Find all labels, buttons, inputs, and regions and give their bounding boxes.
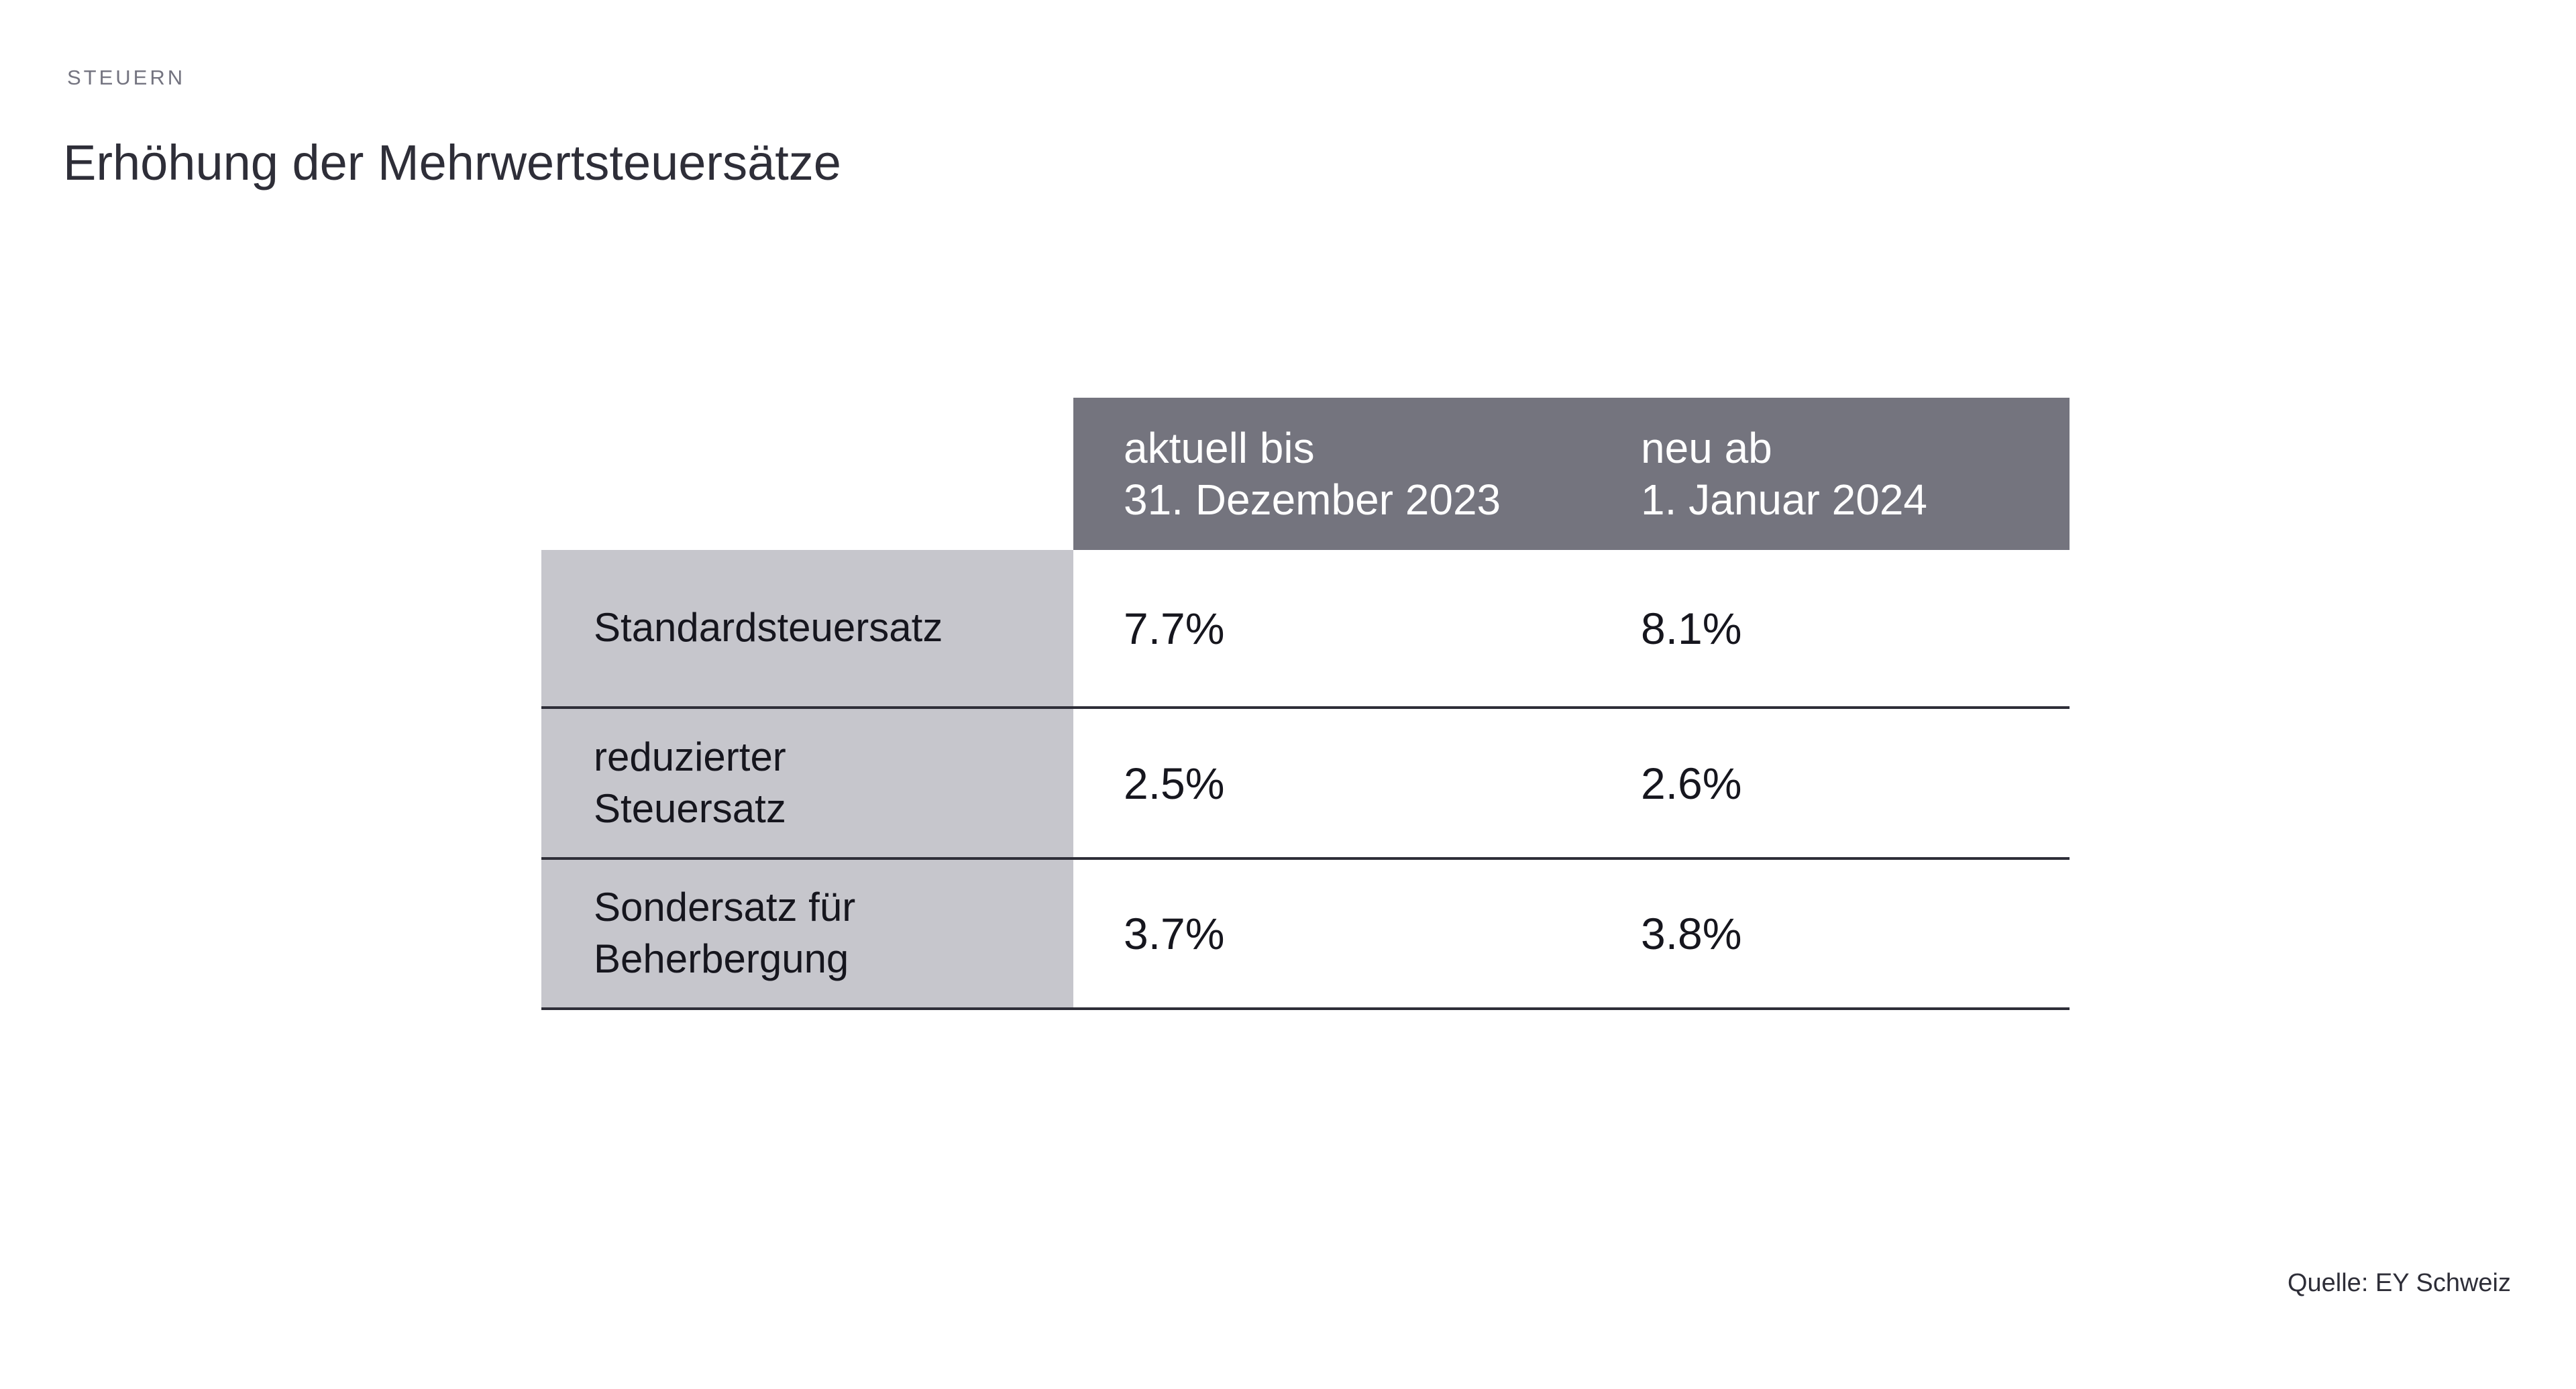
value-standardsteuersatz-new: 8.1% [1637, 550, 2070, 709]
table-corner-spacer [541, 398, 1073, 550]
column-header-current: aktuell bis 31. Dezember 2023 [1073, 398, 1637, 550]
value-reduzierter-steuersatz-current: 2.5% [1073, 709, 1637, 860]
table-row-label-sondersatz-beherbergung: Sondersatz für Beherbergung [541, 860, 1073, 1010]
vat-rates-table: aktuell bis 31. Dezember 2023 neu ab 1. … [541, 398, 2070, 1010]
column-header-new: neu ab 1. Januar 2024 [1637, 398, 2070, 550]
value-reduzierter-steuersatz-new: 2.6% [1637, 709, 2070, 860]
page-title: Erhöhung der Mehrwertsteuersätze [63, 134, 841, 190]
row-label-line1: Sondersatz für [594, 885, 856, 930]
column-header-current-line2: 31. Dezember 2023 [1124, 475, 1501, 524]
kicker-label: STEUERN [67, 66, 186, 89]
row-label-line1: Standardsteuersatz [594, 605, 943, 651]
column-header-current-line1: aktuell bis [1124, 423, 1315, 472]
row-label-line2: Beherbergung [594, 936, 849, 981]
table-row-label-reduzierter-steuersatz: reduzierter Steuersatz [541, 709, 1073, 860]
row-label-line1: reduzierter [594, 734, 786, 779]
value-sondersatz-current: 3.7% [1073, 860, 1637, 1010]
column-header-new-line1: neu ab [1641, 423, 1772, 472]
value-sondersatz-new: 3.8% [1637, 860, 2070, 1010]
row-label-line2: Steuersatz [594, 785, 786, 831]
table-row-label-standardsteuersatz: Standardsteuersatz [541, 550, 1073, 709]
source-note: Quelle: EY Schweiz [2287, 1269, 2511, 1297]
column-header-new-line2: 1. Januar 2024 [1641, 475, 1927, 524]
value-standardsteuersatz-current: 7.7% [1073, 550, 1637, 709]
